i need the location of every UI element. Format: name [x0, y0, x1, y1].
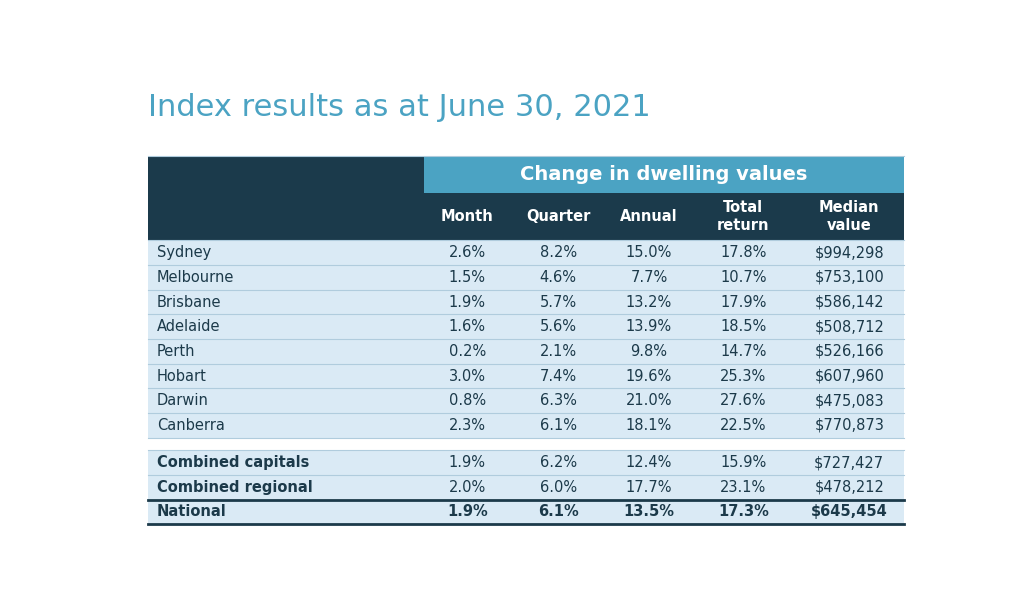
Text: 15.9%: 15.9%: [720, 455, 767, 470]
Text: Canberra: Canberra: [157, 418, 225, 433]
Text: 2.0%: 2.0%: [449, 480, 486, 495]
Bar: [147, 450, 904, 475]
Text: Melbourne: Melbourne: [157, 270, 234, 285]
Text: 0.2%: 0.2%: [449, 344, 486, 359]
Text: 6.0%: 6.0%: [540, 480, 577, 495]
Text: Month: Month: [441, 209, 494, 224]
Text: 27.6%: 27.6%: [720, 393, 767, 408]
Text: 17.7%: 17.7%: [626, 480, 672, 495]
Text: 13.5%: 13.5%: [624, 504, 675, 520]
Text: 1.9%: 1.9%: [449, 294, 485, 309]
Bar: [147, 193, 904, 240]
Text: $478,212: $478,212: [814, 480, 885, 495]
Text: 17.9%: 17.9%: [720, 294, 767, 309]
Text: 1.6%: 1.6%: [449, 319, 485, 334]
Bar: [147, 265, 904, 290]
Text: 0.8%: 0.8%: [449, 393, 486, 408]
Text: 6.1%: 6.1%: [540, 418, 577, 433]
Text: Index results as at June 30, 2021: Index results as at June 30, 2021: [147, 93, 650, 122]
Text: 12.4%: 12.4%: [626, 455, 672, 470]
Bar: [147, 438, 904, 450]
Text: $770,873: $770,873: [814, 418, 885, 433]
Text: 10.7%: 10.7%: [720, 270, 767, 285]
Text: 13.9%: 13.9%: [626, 319, 672, 334]
Text: 8.2%: 8.2%: [540, 245, 577, 260]
Bar: [147, 240, 904, 265]
Text: 17.8%: 17.8%: [720, 245, 767, 260]
Text: 9.8%: 9.8%: [631, 344, 668, 359]
Bar: [147, 364, 904, 388]
Text: Darwin: Darwin: [157, 393, 209, 408]
Text: Combined capitals: Combined capitals: [157, 455, 309, 470]
Bar: [147, 500, 904, 524]
Text: 2.3%: 2.3%: [449, 418, 485, 433]
Text: $508,712: $508,712: [814, 319, 885, 334]
Text: 1.9%: 1.9%: [447, 504, 487, 520]
Bar: [147, 290, 904, 314]
Text: $526,166: $526,166: [814, 344, 884, 359]
Text: 19.6%: 19.6%: [626, 368, 672, 383]
Text: National: National: [157, 504, 226, 520]
Bar: [147, 388, 904, 413]
Bar: [147, 314, 904, 339]
Text: Combined regional: Combined regional: [157, 480, 312, 495]
Text: 4.6%: 4.6%: [540, 270, 577, 285]
Text: 7.4%: 7.4%: [540, 368, 577, 383]
Text: 22.5%: 22.5%: [720, 418, 767, 433]
Text: $645,454: $645,454: [811, 504, 888, 520]
Text: 7.7%: 7.7%: [630, 270, 668, 285]
Bar: [147, 475, 904, 500]
Text: Median
value: Median value: [819, 200, 880, 234]
Text: 5.7%: 5.7%: [540, 294, 577, 309]
Bar: [147, 156, 424, 193]
Text: Brisbane: Brisbane: [157, 294, 221, 309]
Text: $607,960: $607,960: [814, 368, 885, 383]
Text: 6.3%: 6.3%: [540, 393, 577, 408]
Text: 25.3%: 25.3%: [720, 368, 767, 383]
Bar: [147, 339, 904, 364]
Text: 1.5%: 1.5%: [449, 270, 485, 285]
Text: $753,100: $753,100: [814, 270, 884, 285]
Text: Total
return: Total return: [717, 200, 770, 234]
Text: 18.1%: 18.1%: [626, 418, 672, 433]
Text: 6.2%: 6.2%: [540, 455, 577, 470]
Text: 17.3%: 17.3%: [718, 504, 769, 520]
Text: Perth: Perth: [157, 344, 196, 359]
Text: 2.1%: 2.1%: [540, 344, 577, 359]
Text: 15.0%: 15.0%: [626, 245, 672, 260]
Text: 14.7%: 14.7%: [720, 344, 767, 359]
Text: $727,427: $727,427: [814, 455, 885, 470]
Text: $994,298: $994,298: [814, 245, 884, 260]
Text: 5.6%: 5.6%: [540, 319, 577, 334]
Text: 2.6%: 2.6%: [449, 245, 486, 260]
Text: 13.2%: 13.2%: [626, 294, 672, 309]
Text: 1.9%: 1.9%: [449, 455, 485, 470]
Text: 23.1%: 23.1%: [720, 480, 767, 495]
Text: 21.0%: 21.0%: [626, 393, 672, 408]
Text: Sydney: Sydney: [157, 245, 211, 260]
Text: 6.1%: 6.1%: [538, 504, 579, 520]
Text: 3.0%: 3.0%: [449, 368, 485, 383]
Text: Quarter: Quarter: [526, 209, 590, 224]
Text: Annual: Annual: [621, 209, 678, 224]
Text: $586,142: $586,142: [814, 294, 884, 309]
Bar: [147, 413, 904, 438]
Text: $475,083: $475,083: [814, 393, 884, 408]
Text: 18.5%: 18.5%: [720, 319, 767, 334]
Text: Adelaide: Adelaide: [157, 319, 220, 334]
Bar: [424, 156, 904, 193]
Text: Change in dwelling values: Change in dwelling values: [520, 164, 808, 184]
Text: Hobart: Hobart: [157, 368, 207, 383]
